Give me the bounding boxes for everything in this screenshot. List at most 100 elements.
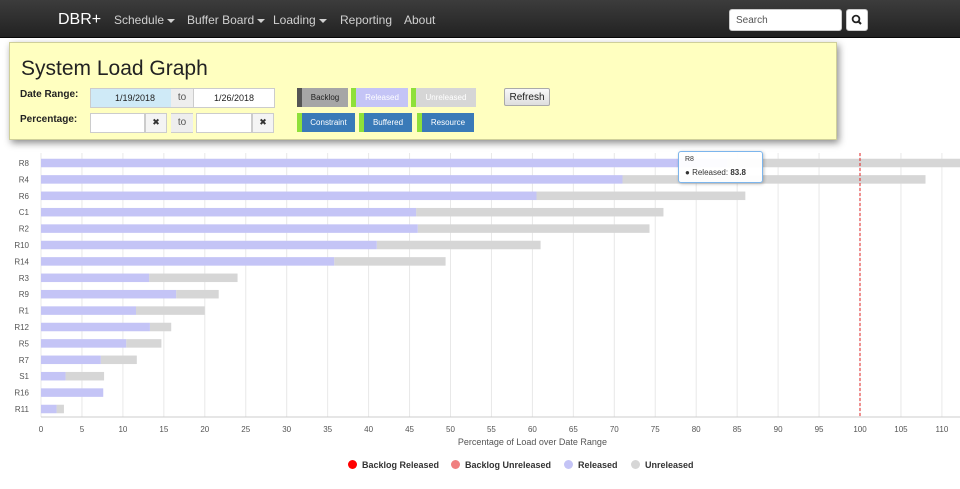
- y-tick-label: R9: [19, 290, 30, 299]
- bar-released: [41, 306, 137, 315]
- legend-label-unreleased: Unreleased: [645, 460, 694, 470]
- nav-buffer-board[interactable]: Buffer Board: [187, 13, 266, 27]
- x-tick-label: 25: [241, 425, 250, 434]
- y-tick-label: R8: [19, 159, 30, 168]
- bar-unreleased: [417, 224, 650, 233]
- bar-released: [41, 289, 177, 299]
- load-chart: 0 5 10 15 20 25 30 35 40 45 50 55 60 65 70 75 80 85 90 95 10…: [14, 153, 960, 447]
- bar-unreleased: [56, 404, 64, 414]
- percentage-range-separator: to: [171, 113, 193, 133]
- legend-item-backlog-released[interactable]: Backlog Released: [348, 460, 439, 470]
- search-input[interactable]: [729, 9, 842, 31]
- x-tick-label: 95: [815, 425, 824, 434]
- nav-loading-label: Loading: [273, 13, 316, 27]
- bar-unreleased: [416, 207, 664, 217]
- filter-panel: System Load Graph Date Range: 1/19/2018 …: [9, 42, 837, 140]
- x-tick-label: 105: [894, 425, 908, 434]
- bar-released: [41, 355, 101, 365]
- brand-logo[interactable]: DBR+: [58, 11, 102, 28]
- date-from-input[interactable]: 1/19/2018: [90, 88, 180, 108]
- clear-from-icon[interactable]: ✖: [145, 113, 167, 133]
- toggle-unreleased[interactable]: Unreleased: [411, 88, 476, 107]
- nav-reporting[interactable]: Reporting: [340, 13, 393, 27]
- toggle-released[interactable]: Released: [351, 88, 408, 107]
- bar-unreleased: [176, 289, 219, 299]
- nav-about[interactable]: About: [404, 13, 436, 27]
- percentage-to-input[interactable]: [196, 113, 252, 133]
- x-tick-label: 65: [569, 425, 578, 434]
- date-range-label: Date Range:: [20, 89, 79, 100]
- x-tick-label: 40: [364, 425, 373, 434]
- x-tick-label: 110: [936, 425, 949, 434]
- bar-released: [41, 224, 418, 233]
- legend-item-released[interactable]: Released: [564, 460, 618, 470]
- search-button[interactable]: [846, 9, 868, 31]
- bar-unreleased: [149, 322, 172, 332]
- tooltip-value: 83.8: [730, 168, 746, 177]
- legend-swatch-backlog-unreleased: [451, 460, 460, 469]
- x-tick-label: 20: [200, 425, 209, 434]
- bar-released: [41, 175, 623, 184]
- legend-item-backlog-unreleased[interactable]: Backlog Unreleased: [451, 460, 551, 470]
- y-tick-label: R3: [19, 274, 30, 283]
- bar-released: [41, 339, 127, 348]
- bar-unreleased: [65, 371, 105, 381]
- bar-unreleased: [136, 306, 205, 315]
- toggle-constraint[interactable]: Constraint: [297, 113, 355, 132]
- bar-unreleased: [149, 273, 238, 283]
- nav-schedule[interactable]: Schedule: [114, 13, 176, 27]
- toggle-buffered[interactable]: Buffered: [359, 113, 412, 132]
- legend-item-unreleased[interactable]: Unreleased: [631, 460, 694, 470]
- bar-released: [41, 207, 417, 217]
- y-tick-label: C1: [19, 208, 30, 217]
- bar-unreleased: [727, 158, 960, 168]
- nav-schedule-label: Schedule: [114, 13, 165, 27]
- chart-legend: Backlog Released Backlog Unreleased Rele…: [0, 460, 960, 476]
- nav-loading[interactable]: Loading: [273, 13, 327, 27]
- tooltip-series-label: Released:: [692, 168, 729, 177]
- legend-swatch-released: [564, 460, 573, 469]
- y-tick-label: R16: [14, 389, 29, 398]
- bar-released: [41, 240, 377, 250]
- bar-released: [41, 371, 66, 381]
- x-tick-label: 5: [80, 425, 85, 434]
- date-to-input[interactable]: 1/26/2018: [193, 88, 275, 108]
- x-tick-label: 70: [610, 425, 619, 434]
- bar-unreleased: [376, 240, 541, 250]
- bar-unreleased: [536, 191, 746, 201]
- toggle-backlog[interactable]: Backlog: [297, 88, 348, 107]
- refresh-button[interactable]: Refresh: [504, 88, 550, 106]
- bar-unreleased: [334, 257, 446, 266]
- bar-unreleased: [622, 175, 926, 184]
- x-tick-label: 50: [446, 425, 455, 434]
- x-axis-title: Percentage of Load over Date Range: [458, 437, 607, 447]
- x-tick-label: 0: [39, 425, 44, 434]
- clear-to-icon[interactable]: ✖: [252, 113, 274, 133]
- y-tick-label: R11: [15, 405, 30, 414]
- percentage-from-input[interactable]: [90, 113, 145, 133]
- chevron-down-icon: [257, 18, 266, 23]
- bar-released: [41, 191, 537, 201]
- x-tick-label: 75: [651, 425, 660, 434]
- date-range-separator: to: [171, 88, 193, 108]
- x-tick-label: 10: [118, 425, 127, 434]
- percentage-label: Percentage:: [20, 114, 78, 125]
- y-tick-label: R5: [19, 339, 30, 348]
- page-title: System Load Graph: [21, 57, 208, 80]
- y-tick-label: R6: [19, 192, 30, 201]
- y-tick-label: R14: [14, 257, 29, 266]
- legend-label-released: Released: [578, 460, 618, 470]
- bar-released: [41, 257, 335, 266]
- toggle-resource[interactable]: Resource: [417, 113, 474, 132]
- bar-unreleased: [126, 339, 162, 348]
- chevron-down-icon: [318, 18, 327, 23]
- y-tick-label: R4: [19, 175, 30, 184]
- legend-swatch-backlog-released: [348, 460, 357, 469]
- tooltip-value-line: ● Released: 83.8: [685, 168, 746, 177]
- x-tick-label: 85: [733, 425, 742, 434]
- x-tick-label: 100: [853, 425, 867, 434]
- x-tick-label: 35: [323, 425, 332, 434]
- y-tick-label: R12: [14, 323, 29, 332]
- y-tick-label: R2: [19, 225, 30, 234]
- tooltip-category: R8: [685, 156, 694, 163]
